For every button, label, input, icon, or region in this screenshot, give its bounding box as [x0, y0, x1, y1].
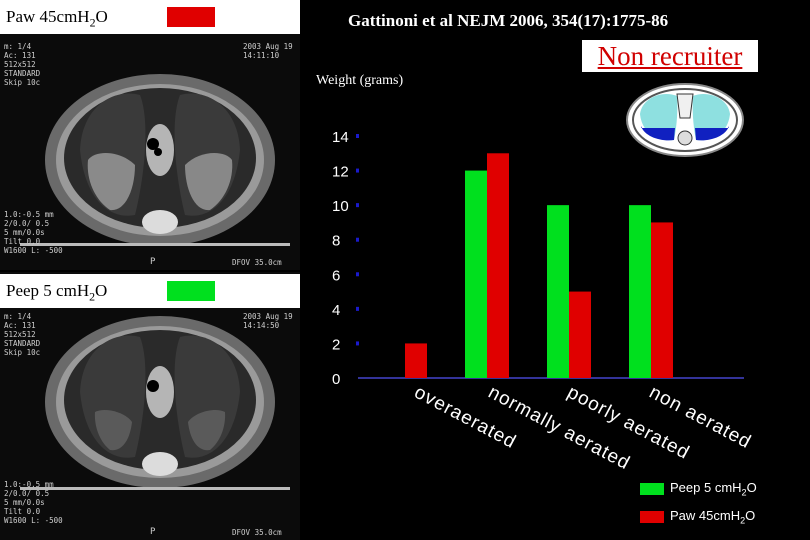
ct-info-bottom: 1.0:-0.5 mm 2/0.0/ 0.5 5 mm/0.0s Tilt 0.…: [4, 210, 63, 255]
caption-bottom-tail: O: [95, 281, 108, 300]
legend-peep-text: Peep 5 cmH: [670, 480, 742, 495]
legend-peep-tail: O: [746, 480, 757, 495]
y-tick-6: [356, 272, 359, 277]
bar-peep-1: [465, 170, 487, 378]
y-tick-label-4: 4: [332, 302, 340, 319]
legend-paw-text: Paw 45cmH: [670, 508, 741, 523]
bar-peep-3: [629, 205, 651, 378]
ct-info-left: m: 1/4 Ac: 131 512x512 STANDARD Skip 10c: [4, 42, 41, 87]
y-tick-label-14: 14: [332, 129, 349, 146]
bar-paw-3: [651, 222, 673, 378]
y-tick-label-12: 12: [332, 164, 349, 181]
ct-info-right-bottom: 2003 Aug 19 14:14:50: [243, 312, 293, 330]
y-tick-8: [356, 237, 359, 242]
ct-info-bottom-right: DFOV 35.0cm: [232, 258, 282, 267]
y-tick-label-10: 10: [332, 198, 349, 215]
ct-image-bottom: [0, 272, 300, 540]
legend-paw-tail: O: [745, 508, 756, 523]
bar-paw-2: [569, 291, 591, 378]
y-tick-2: [356, 341, 359, 346]
legend-label-paw: Paw 45cmH2O: [670, 508, 755, 526]
peep-swatch: [167, 281, 215, 301]
paw-swatch: [167, 7, 215, 27]
y-tick-label-6: 6: [332, 267, 340, 284]
bar-paw-1: [487, 153, 509, 378]
citation: Gattinoni et al NEJM 2006, 354(17):1775-…: [348, 11, 669, 30]
legend-peep-sub: 2: [741, 487, 747, 498]
ct-marker: P: [150, 257, 156, 267]
ct-info-right: 2003 Aug 19 14:11:10: [243, 42, 293, 60]
ct-scan-top: m: 1/4 Ac: 131 512x512 STANDARD Skip 10c…: [0, 0, 300, 270]
caption-bottom-sub: 2: [89, 289, 96, 304]
y-tick-12: [356, 168, 359, 173]
y-tick-label-2: 2: [332, 336, 340, 353]
caption-top-label: Paw 45cmH: [6, 7, 90, 26]
chart-title: Non recruiter: [597, 41, 743, 71]
lung-schematic-icon: [626, 83, 744, 157]
y-tick-label-0: 0: [332, 371, 340, 388]
y-tick-10: [356, 203, 359, 208]
y-tick-14: [356, 134, 359, 138]
bar-peep-2: [547, 205, 569, 378]
y-tick-4: [356, 306, 359, 311]
caption-bottom: Peep 5 cmH2O: [0, 274, 300, 308]
legend-paw-sub: 2: [740, 515, 746, 526]
ct-info-left-bottom: m: 1/4 Ac: 131 512x512 STANDARD Skip 10c: [4, 312, 41, 357]
caption-top: Paw 45cmH2O: [0, 0, 300, 34]
caption-top-tail: O: [95, 7, 108, 26]
ct-image-top: [0, 0, 300, 270]
ct-scan-bottom: m: 1/4 Ac: 131 512x512 STANDARD Skip 10c…: [0, 272, 300, 540]
legend-swatch-paw: [640, 511, 664, 523]
ct-marker-bottom: P: [150, 527, 156, 537]
bar-paw-0: [405, 343, 427, 378]
ct-info-bottom-bottom: 1.0:-0.5 mm 2/0.0/ 0.5 5 mm/0.0s Tilt 0.…: [4, 480, 63, 525]
caption-bottom-label: Peep 5 cmH: [6, 281, 90, 300]
caption-top-sub: 2: [89, 15, 96, 30]
chart-title-box: Non recruiter: [582, 40, 758, 72]
ct-info-bottom-right-bottom: DFOV 35.0cm: [232, 528, 282, 537]
legend-swatch-peep: [640, 483, 664, 495]
y-tick-label-8: 8: [332, 233, 340, 250]
legend-label-peep: Peep 5 cmH2O: [670, 480, 757, 498]
y-axis-label: Weight (grams): [316, 73, 404, 88]
